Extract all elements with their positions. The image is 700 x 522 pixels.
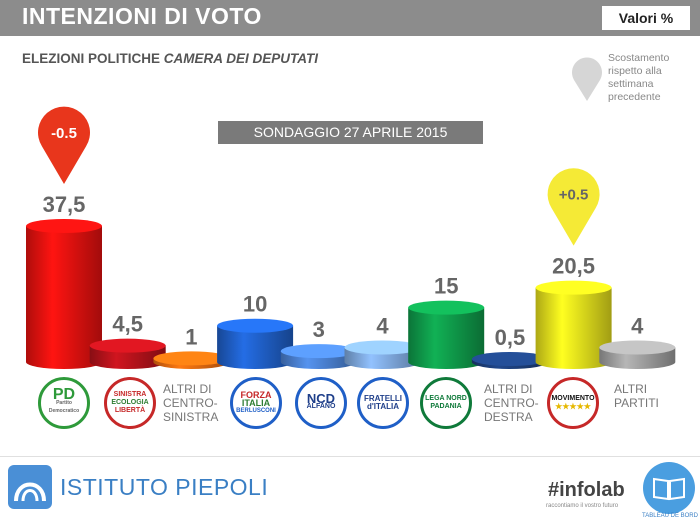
bar-value-label: 37,5 — [43, 192, 86, 217]
infolab-logo: #infolab — [548, 479, 625, 501]
bar-body — [408, 307, 485, 369]
label-altri-cs: ALTRI DI CENTRO- SINISTRA — [163, 382, 219, 424]
logo-ncd: NCD ALFANO — [295, 377, 347, 429]
bar-chart: 37,5 4,5 1 10 3 4 15 0,5 20,5 4 -0.5 +0.5 — [26, 106, 676, 369]
legend-text: Scostamento rispetto alla settimana prec… — [608, 52, 670, 103]
bar-1: 4,5 — [89, 312, 166, 369]
bar-8: 20,5 — [535, 254, 612, 369]
bar-value-label: 3 — [313, 317, 325, 342]
piepoli-icon — [8, 465, 52, 509]
tableau-label: TABLEAU DE BORD — [642, 513, 698, 519]
marker-label: -0.5 — [51, 125, 77, 142]
bar-top — [344, 340, 421, 355]
bar-body — [535, 287, 612, 369]
marker-pin — [38, 106, 91, 184]
bar-value-label: 4,5 — [112, 312, 143, 337]
bar-top — [599, 340, 676, 355]
footer-divider — [0, 456, 700, 457]
poll-date-banner: SONDAGGIO 27 APRILE 2015 — [218, 121, 483, 144]
bar-6: 15 — [408, 274, 485, 369]
bar-top — [26, 219, 102, 233]
bar-body — [26, 226, 102, 369]
logo-sel: SINISTRA ECOLOGIA LIBERTÀ — [104, 377, 156, 429]
bar-5: 4 — [344, 313, 421, 369]
logo-m5s: MOVIMENTO ★★★★★ — [547, 377, 599, 429]
bar-top — [153, 351, 230, 366]
marker-pin — [547, 168, 600, 246]
logo-fi: FORZA ITALIA BERLUSCONI — [230, 377, 282, 429]
pin-icon — [572, 57, 602, 101]
piepoli-logo: ISTITUTO PIEPOLI — [8, 465, 268, 509]
subtitle: ELEZIONI POLITICHE CAMERA DEI DEPUTATI — [22, 51, 318, 66]
bar-7: 0,5 — [471, 325, 548, 369]
infolab-tagline: raccontiamo il vostro futuro — [546, 503, 619, 509]
piepoli-name: ISTITUTO PIEPOLI — [60, 473, 269, 500]
header-bar: INTENZIONI DI VOTO Valori % — [0, 0, 700, 36]
bar-top — [89, 338, 166, 353]
tableau-book-icon[interactable] — [643, 462, 695, 514]
subtitle-plain: ELEZIONI POLITICHE — [22, 51, 161, 66]
bar-4: 3 — [280, 317, 357, 369]
change-legend: Scostamento rispetto alla settimana prec… — [570, 52, 690, 103]
bar-3: 10 — [217, 292, 294, 369]
bar-top — [535, 280, 612, 295]
bar-value-label: 10 — [243, 292, 267, 317]
bar-2: 1 — [153, 324, 230, 369]
label-altri-cd: ALTRI DI CENTRO- DESTRA — [484, 382, 539, 424]
bar-top — [217, 318, 294, 333]
logo-pd: PD Partito Democratico — [38, 377, 90, 429]
marker-label: +0.5 — [559, 187, 589, 204]
bar-value-label: 0,5 — [495, 325, 526, 350]
logo-lega: LEGA NORD PADANIA — [420, 377, 472, 429]
bar-value-label: 20,5 — [552, 254, 595, 279]
change-marker: -0.5 — [38, 106, 91, 184]
unit-badge: Valori % — [602, 6, 690, 30]
bar-value-label: 15 — [434, 274, 458, 299]
bar-top — [408, 300, 485, 315]
logo-fdi: FRATELLI d'ITALIA — [357, 377, 409, 429]
bar-0: 37,5 — [26, 192, 102, 369]
page-title: INTENZIONI DI VOTO — [22, 3, 262, 29]
change-marker: +0.5 — [547, 168, 600, 246]
bar-top — [471, 352, 548, 366]
label-altri-partiti: ALTRI PARTITI — [614, 382, 659, 410]
subtitle-italic: CAMERA DEI DEPUTATI — [163, 51, 319, 66]
bar-value-label: 4 — [376, 313, 389, 338]
bar-value-label: 4 — [631, 313, 644, 338]
bar-top — [280, 344, 357, 359]
bar-value-label: 1 — [185, 324, 197, 349]
bar-9: 4 — [599, 313, 676, 369]
bar-body — [217, 325, 294, 369]
